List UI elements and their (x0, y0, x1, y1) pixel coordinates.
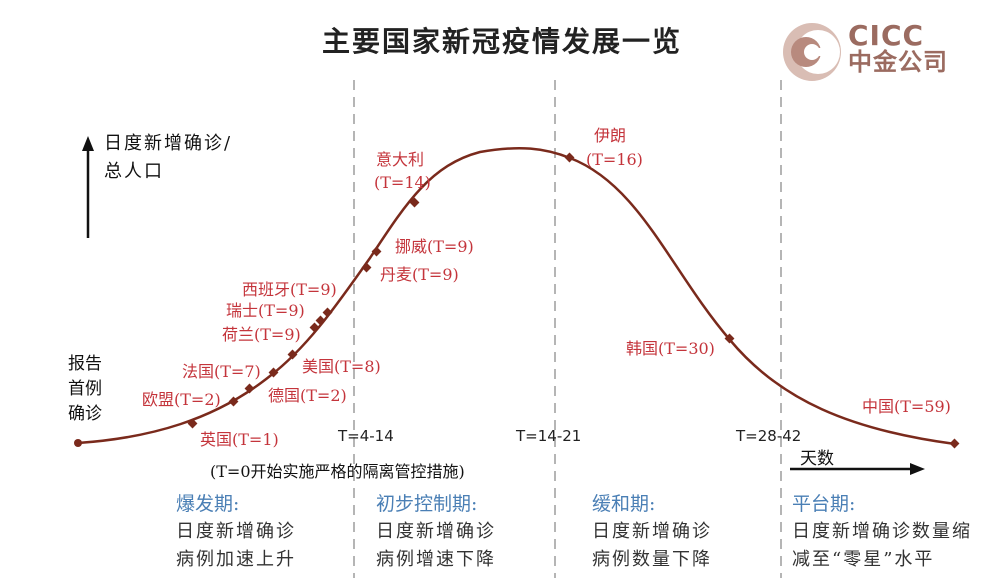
phase-outbreak: 爆发期: 日度新增确诊 病例加速上升 (176, 493, 296, 570)
label-usa: 美国(T=8) (302, 357, 381, 376)
start-label: 报告 首例 确诊 (68, 354, 102, 424)
start-marker (74, 439, 82, 447)
label-iran: 伊朗 (594, 126, 627, 145)
label-eu: 欧盟(T=2) (142, 390, 221, 409)
label-uk: 英国(T=1) (200, 430, 279, 449)
marker-eu (228, 396, 239, 407)
page-title: 主要国家新冠疫情发展一览 (321, 25, 682, 58)
y-axis-label: 日度新增确诊/ 总人口 (104, 133, 233, 182)
label-switzerland: 瑞士(T=9) (226, 301, 305, 320)
marker-switzerland (315, 315, 326, 326)
label-korea: 韩国(T=30) (626, 339, 715, 358)
time-marker-2: T=14-21 (516, 427, 582, 445)
label-norway: 挪威(T=9) (395, 237, 474, 256)
time-marker-1: T=4-14 (338, 427, 394, 445)
label-china: 中国(T=59) (862, 397, 951, 416)
y-axis-arrowhead (82, 136, 94, 151)
label-netherlands: 荷兰(T=9) (222, 325, 301, 344)
marker-china (949, 438, 960, 449)
phase-initial-control: 初步控制期: 日度新增确诊 病例增速下降 (376, 493, 496, 570)
marker-france (244, 383, 255, 394)
time-marker-3: T=28-42 (736, 427, 802, 445)
label-spain: 西班牙(T=9) (242, 280, 337, 299)
marker-italy (409, 197, 420, 208)
marker-germany (268, 367, 279, 378)
marker-korea (724, 333, 735, 344)
label-denmark: 丹麦(T=9) (380, 265, 459, 284)
epidemic-curve (77, 146, 956, 446)
marker-netherlands (309, 322, 320, 333)
label-germany: 德国(T=2) (268, 386, 347, 405)
phase-plateau: 平台期: 日度新增确诊数量缩 减至“零星”水平 (792, 493, 972, 570)
x-axis-label: 天数 (800, 449, 834, 469)
x-axis-arrowhead (910, 463, 925, 475)
marker-usa (287, 349, 298, 360)
marker-iran (564, 152, 575, 163)
phase-easing: 缓和期: 日度新增确诊 病例数量下降 (592, 493, 712, 570)
cicc-logo-icon (783, 23, 841, 81)
marker-spain (322, 307, 333, 318)
logo-en: CICC (848, 19, 925, 52)
label-italy: 意大利 (376, 150, 425, 169)
control-note: (T=0开始实施严格的隔离管控措施) (210, 462, 465, 481)
marker-norway (371, 246, 382, 257)
marker-uk (187, 418, 198, 429)
marker-denmark (361, 262, 372, 273)
cicc-logo: CICC 中金公司 (848, 22, 948, 76)
label-france: 法国(T=7) (182, 362, 261, 381)
label-italy-t: (T=14) (374, 173, 431, 192)
label-iran-t: (T=16) (586, 150, 643, 169)
logo-cn: 中金公司 (848, 48, 948, 76)
